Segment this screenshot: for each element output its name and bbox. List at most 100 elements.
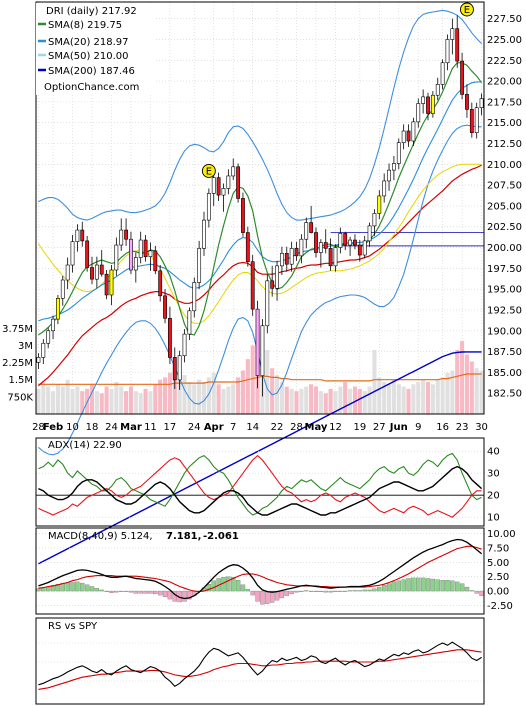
candle-body [241,198,245,233]
volume-bar [425,382,431,414]
adx-axis-tick: 40 [487,447,500,458]
candle-body [124,229,128,240]
date-axis-label: 16 [436,422,449,433]
macd-histogram-bar [386,583,392,592]
volume-bar [289,388,294,414]
candle-body [192,282,197,312]
candle-body [260,325,265,377]
volume-bar [284,386,289,414]
macd-histogram-bar [55,584,61,592]
price-axis-tick: 192.50 [487,305,522,316]
macd-histogram-bar [313,590,319,592]
adx-panel: 40 30 20 10 [35,437,500,527]
watermark: OptionChance.com [44,82,139,93]
macd-histogram-bar [459,583,465,592]
candle-body [299,238,304,257]
sma50-line [37,163,482,324]
macd-histogram-bar [304,590,309,592]
price-axis-tick: 227.50 [487,14,522,25]
volume-bar [197,379,202,414]
candle-body [401,130,406,143]
macd-histogram-bar [333,590,338,592]
volume-bar [158,379,163,414]
volume-bar [250,345,255,414]
date-axis-label: 27 [373,422,386,433]
volume-bar [89,384,95,414]
volume-bar [396,384,401,414]
candle-body [85,240,90,268]
adx-panel-frame [35,437,485,527]
candle-body [211,177,216,194]
candle-body [80,229,85,242]
macd-histogram-bar [328,590,333,593]
volume-axis-tick: 750K [7,392,33,403]
macd-title: MACD(8,40,9) 5.124, [48,531,153,542]
macd-histogram-bar [372,588,377,592]
date-axis-label: 12 [329,422,342,433]
volume-bar [338,386,343,414]
candle-body [294,248,299,257]
macd-histogram-bar [455,581,460,592]
macd-histogram-bar [250,590,255,596]
volume-bar [313,386,319,414]
legend-background [36,3,154,95]
candle-body [392,163,396,171]
candle-body [41,342,46,358]
volume-bar [348,388,353,414]
rs-panel [35,617,485,705]
volume-bar [153,384,158,414]
candle-body [143,239,148,257]
volume-bar [416,382,421,414]
volume-bar [94,391,99,414]
macd-histogram-bar [362,589,367,592]
candle-body [197,248,202,283]
date-axis-label: 7 [230,422,236,433]
candle-body [182,333,187,357]
volume-bar [377,377,382,414]
rs-title: RS vs SPY [48,621,98,632]
candle-body [255,308,260,377]
macd-histogram-bar [36,588,41,592]
price-axis-tick: 187.50 [487,347,522,358]
macd-signal-value: 7.181, [166,531,201,542]
volume-bar [182,375,187,414]
volume-bar [279,382,284,414]
volume-bar [138,393,143,414]
volume-bar [75,386,80,414]
macd-histogram-bar [226,576,231,592]
macd-histogram-bar [425,578,431,592]
volume-bar [333,391,338,414]
earnings-marker [201,164,216,178]
volume-bar [216,384,221,414]
macd-histogram-bar [162,590,168,597]
macd-histogram-bar [391,581,397,592]
candle-body [314,232,318,253]
candle-body [474,107,479,133]
macd-histogram-bar [211,580,216,592]
macd-histogram-bar [245,589,251,592]
volume-bar [99,393,104,414]
macd-histogram-bar [420,577,426,592]
volume-bar [455,350,460,414]
candle-body [236,166,240,199]
volume-bar [367,386,372,414]
candle-body [265,280,270,327]
volume-bar [352,386,358,414]
macd-histogram-bar [84,584,90,592]
candle-body [133,257,138,271]
macd-histogram-bar [119,590,124,592]
macd-histogram-bar [89,586,95,592]
macd-histogram-bar [352,590,358,592]
macd-histogram-bar [274,590,280,601]
macd-histogram-bar [343,590,348,592]
candle-body [60,279,65,299]
volume-bar [148,391,153,414]
volume-bar [270,368,275,414]
date-axis-label: 28 [290,422,303,433]
volume-bar [46,386,51,414]
volume-bar [435,379,440,414]
macd-histogram-bar [440,580,445,592]
macd-histogram-bar [269,590,275,603]
candle-body [284,253,289,265]
price-axis-tick: 197.50 [487,264,522,275]
